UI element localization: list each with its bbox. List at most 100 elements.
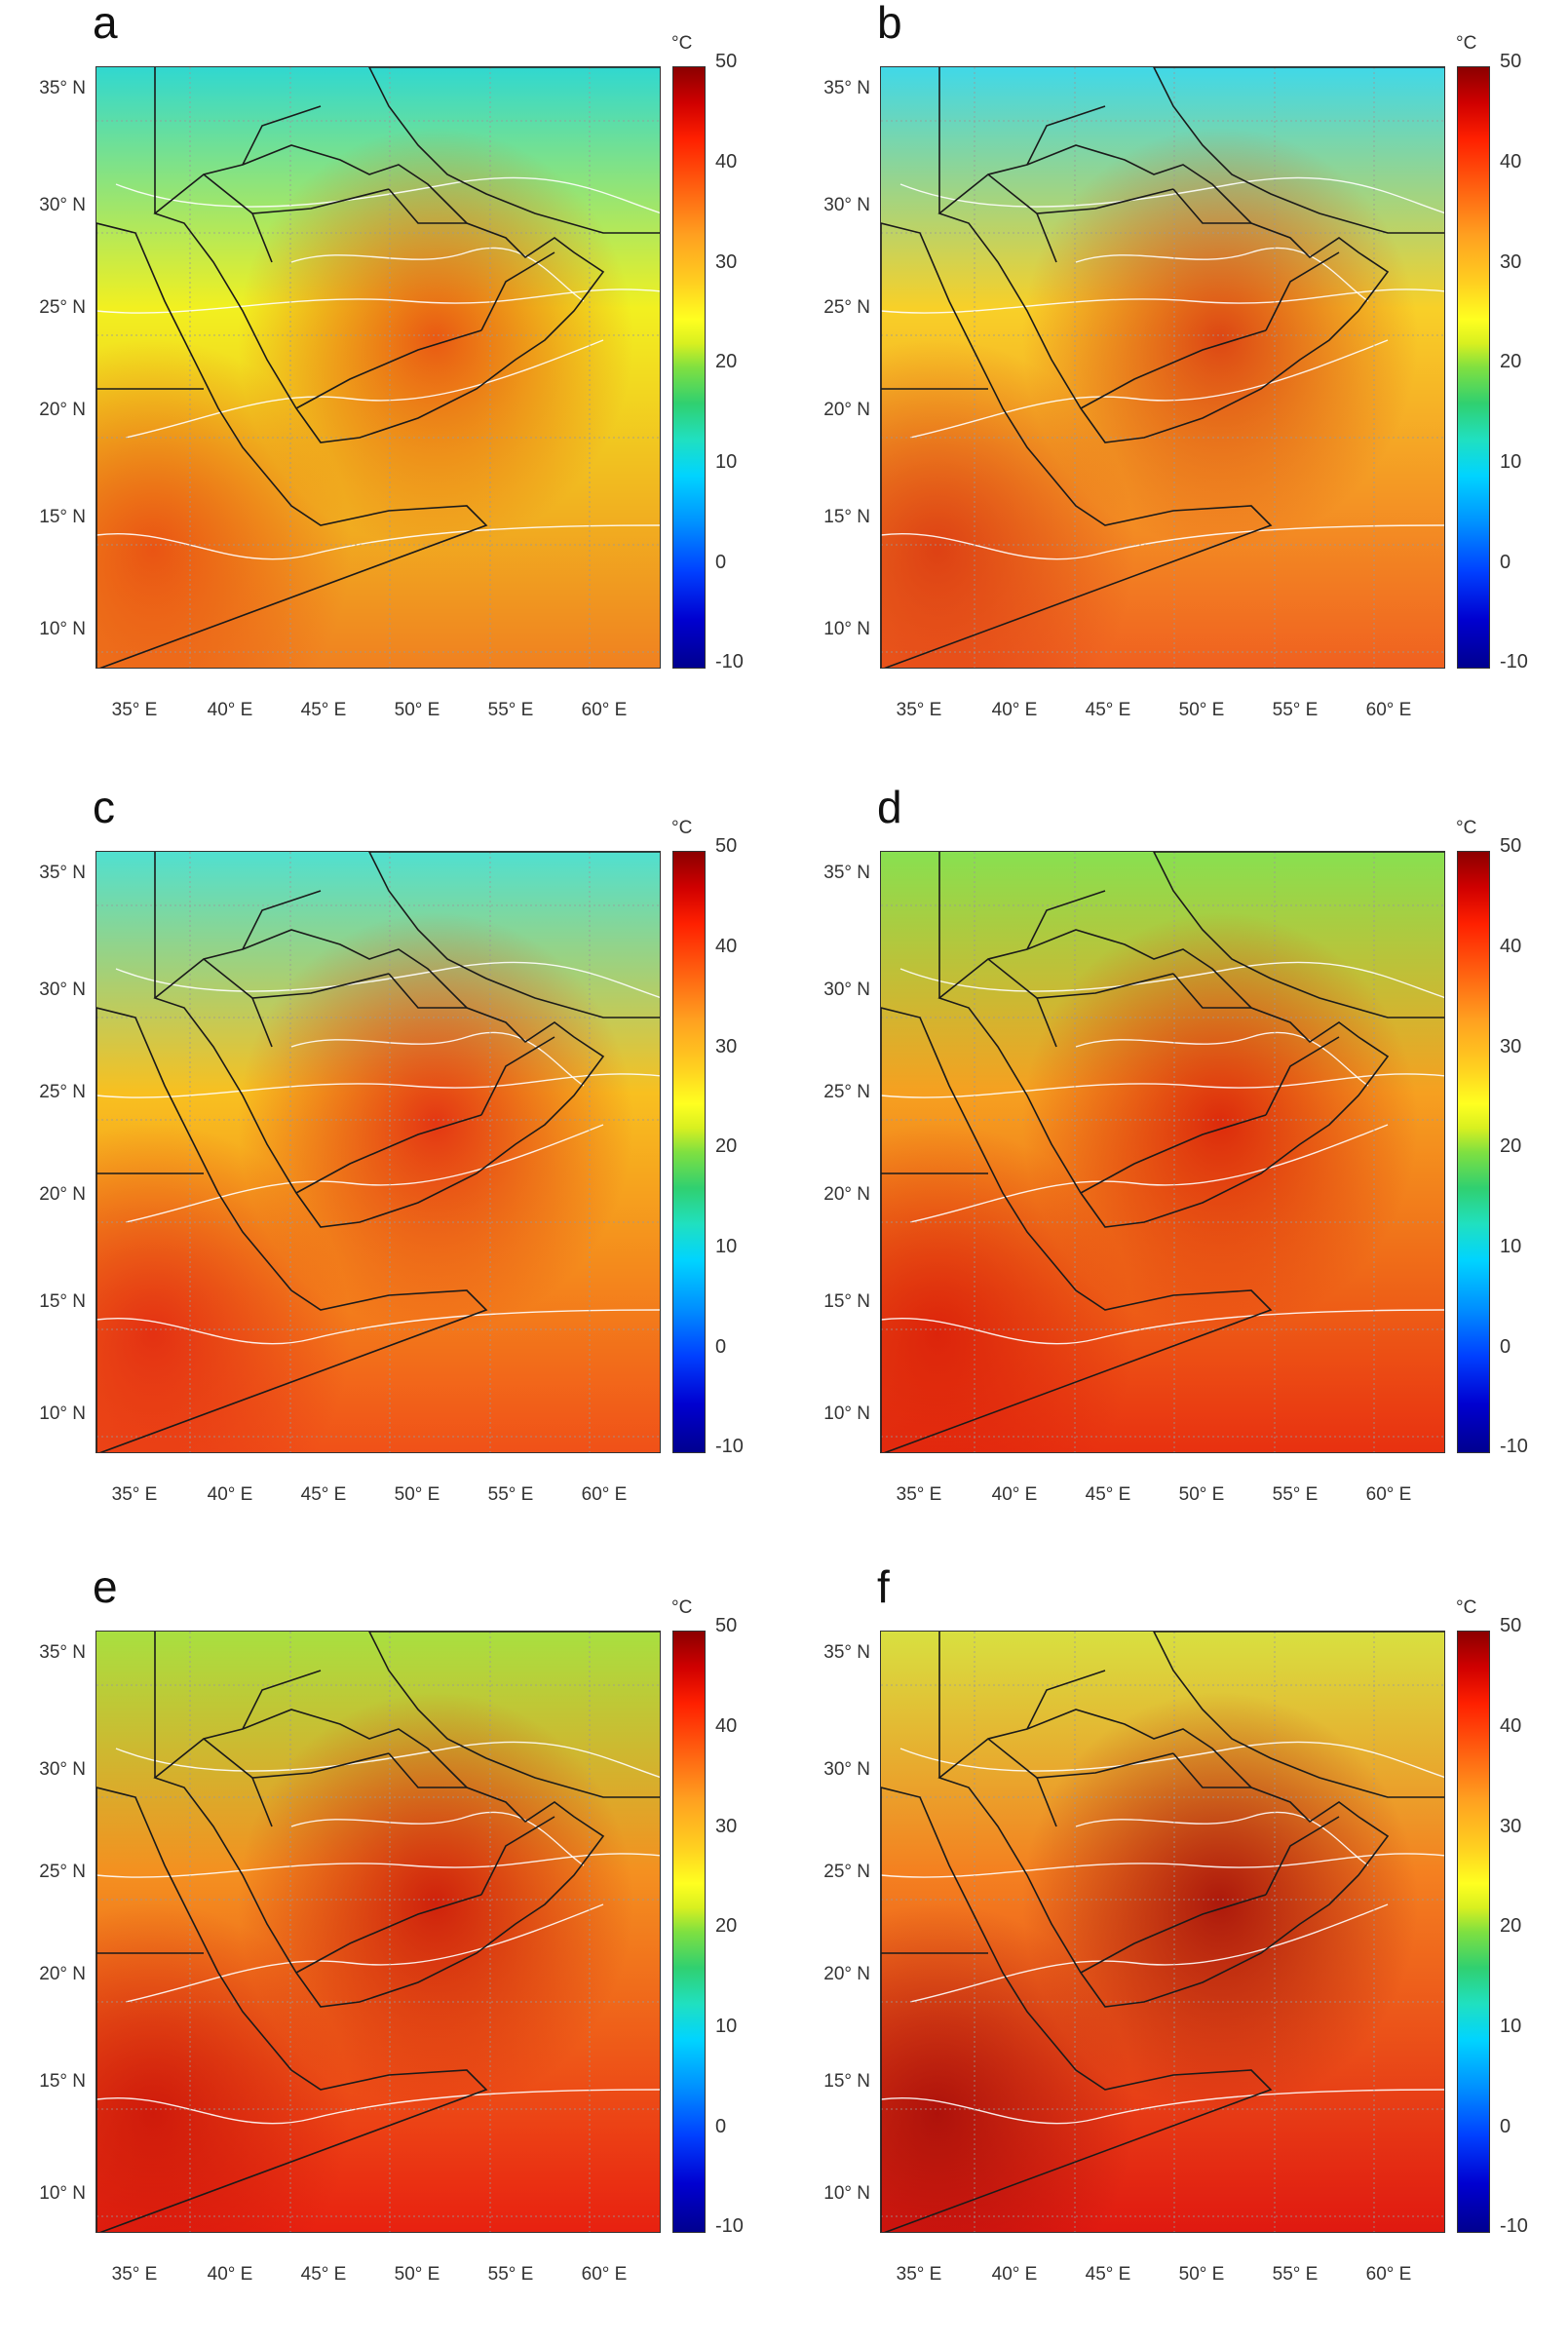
isotherm-contour (115, 1741, 660, 1779)
country-border (480, 251, 555, 331)
country-border (1172, 1752, 1251, 1788)
isotherm-contour (881, 1073, 1444, 1098)
latitude-label: 35° N (39, 863, 86, 883)
country-border (203, 173, 390, 214)
colorbar-tick-label: -10 (715, 1436, 744, 1457)
isotherm-contour (96, 1309, 660, 1345)
country-border (295, 1894, 482, 1974)
country-border (251, 997, 273, 1048)
longitude-label: 60° E (581, 1484, 628, 1505)
country-border (388, 1752, 467, 1788)
country-border (987, 173, 1174, 214)
latitude-label: 15° N (39, 2071, 86, 2092)
isotherm-contour (290, 1031, 585, 1087)
latitude-label: 35° N (39, 78, 86, 98)
map-svg (96, 1632, 660, 2232)
temperature-map (880, 1631, 1445, 2233)
map-panel-b: b 35° N 30° N 25° N 20° N 15° N 10° N 35° E 40°… (784, 0, 1564, 780)
isotherm-contour (125, 1124, 604, 1223)
longitude-label: 55° E (487, 1484, 534, 1505)
colorbar-unit: °C (671, 1597, 693, 1618)
colorbar-tick-label: -10 (1500, 1436, 1528, 1457)
isotherm-contour (1075, 247, 1369, 302)
isotherm-contour (881, 2089, 1444, 2125)
iran-coastline (1153, 67, 1444, 234)
map-svg (96, 852, 660, 1452)
latitude-label: 35° N (823, 1642, 870, 1663)
country-border (1265, 1816, 1340, 1896)
longitude-label: 60° E (581, 2264, 628, 2285)
iran-coastline (1153, 852, 1444, 1018)
country-border (1265, 251, 1340, 331)
isotherm-contour (899, 1741, 1444, 1779)
map-panel-a: a 35° N 30° N 25° N 20° N 15° N 10° N 35° E 40°… (0, 0, 780, 780)
colorbar-tick-label: 30 (715, 1036, 738, 1057)
colorbar (672, 1631, 706, 2233)
colorbar-tick-label: 50 (1500, 51, 1522, 72)
longitude-label: 40° E (991, 2264, 1038, 2285)
latitude-label: 25° N (39, 297, 86, 318)
isotherm-contour (96, 524, 660, 560)
colorbar-tick-label: 50 (1500, 1615, 1522, 1636)
map-svg (881, 852, 1444, 1452)
longitude-label: 35° E (111, 2264, 158, 2285)
country-border (1172, 973, 1251, 1009)
latitude-label: 25° N (39, 1862, 86, 1882)
arabian-peninsula-coastline (153, 929, 605, 1228)
temperature-map (96, 851, 661, 1453)
colorbar-tick-label: 40 (715, 936, 738, 957)
country-border (987, 1738, 1174, 1779)
isotherm-contour (881, 524, 1444, 560)
latitude-label: 30° N (39, 195, 86, 215)
country-border (1172, 188, 1251, 224)
colorbar-unit: °C (671, 33, 693, 54)
colorbar-tick-label: -10 (715, 2215, 744, 2237)
latitude-label: 20° N (823, 1184, 870, 1205)
longitude-label: 55° E (487, 2264, 534, 2285)
latitude-label: 10° N (823, 1403, 870, 1424)
africa-coastline (96, 222, 488, 668)
isotherm-contour (290, 1811, 585, 1866)
latitude-label: 15° N (823, 507, 870, 527)
africa-coastline (96, 1787, 488, 2232)
isotherm-contour (881, 1309, 1444, 1345)
colorbar-tick-label: 50 (1500, 835, 1522, 857)
latitude-label: 15° N (823, 1291, 870, 1312)
latitude-label: 15° N (39, 507, 86, 527)
longitude-label: 45° E (300, 700, 347, 720)
isotherm-contour (96, 288, 660, 314)
colorbar-unit: °C (1456, 1597, 1477, 1618)
colorbar (1457, 1631, 1490, 2233)
hot-core-africa (881, 67, 1444, 668)
latitude-label: 30° N (823, 1759, 870, 1780)
temperature-map (880, 851, 1445, 1453)
colorbar-tick-label: 40 (1500, 1715, 1522, 1737)
panel-letter: f (877, 1561, 890, 1612)
colorbar-tick-label: 20 (715, 351, 738, 372)
country-border (1036, 1777, 1057, 1827)
country-border (242, 105, 322, 166)
colorbar (672, 851, 706, 1453)
latitude-label: 35° N (823, 78, 870, 98)
isotherm-contour (115, 961, 660, 999)
longitude-label: 45° E (1085, 2264, 1131, 2285)
latitude-label: 30° N (39, 980, 86, 1000)
colorbar-tick-label: 0 (715, 1336, 727, 1358)
longitude-label: 50° E (1178, 1484, 1225, 1505)
colorbar-tick-label: -10 (1500, 2215, 1528, 2237)
temperature-map (96, 66, 661, 669)
africa-coastline (881, 1787, 1273, 2232)
longitude-label: 35° E (896, 700, 942, 720)
isotherm-contour (125, 1903, 604, 2003)
latitude-label: 25° N (823, 297, 870, 318)
longitude-label: 35° E (111, 1484, 158, 1505)
isotherm-contour (909, 339, 1389, 439)
iran-coastline (1153, 1632, 1444, 1798)
longitude-label: 35° E (111, 700, 158, 720)
longitude-label: 45° E (1085, 700, 1131, 720)
country-border (295, 329, 482, 409)
longitude-label: 55° E (1272, 2264, 1319, 2285)
latitude-label: 20° N (823, 400, 870, 420)
africa-coastline (881, 222, 1273, 668)
latitude-label: 25° N (823, 1082, 870, 1102)
